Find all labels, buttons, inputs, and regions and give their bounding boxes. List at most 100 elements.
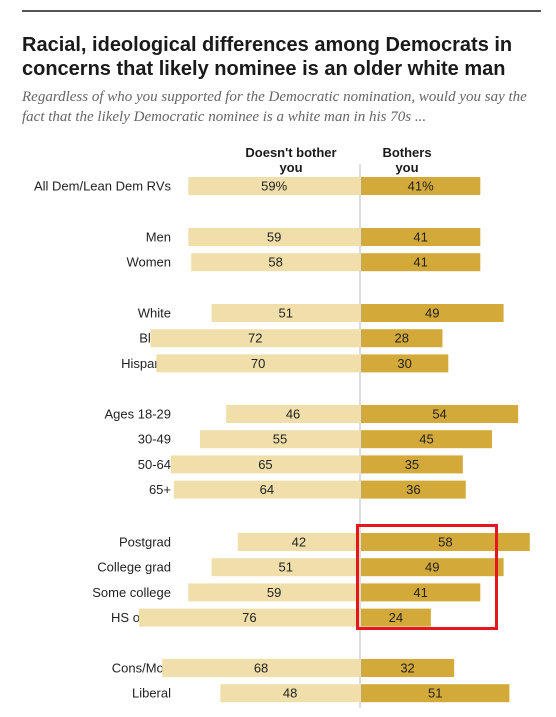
- value-label-bothers: 36: [406, 482, 420, 497]
- bar-bothers: [361, 329, 443, 348]
- category-label: Liberal: [132, 686, 171, 701]
- value-label-bothers: 58: [438, 535, 452, 550]
- bar-doesnt-bother: [170, 455, 360, 474]
- category-label: Cons/Mod: [112, 661, 171, 676]
- bar-bothers: [361, 558, 504, 577]
- bar-bothers: [361, 228, 481, 246]
- value-label-bothers: 35: [405, 457, 419, 472]
- header-bothers-line: Bothers: [382, 145, 431, 160]
- chart-row: 30-49 55 45: [138, 430, 492, 449]
- value-label-bothers: 32: [400, 661, 414, 676]
- chart-row: White 51 49: [138, 304, 504, 322]
- value-label-doesnt-bother: 51: [279, 560, 293, 575]
- chart-row: Liberal 48 51: [132, 684, 510, 703]
- bar-doesnt-bother: [199, 430, 360, 449]
- value-label-doesnt-bother: 70: [251, 356, 265, 371]
- category-label: Some college: [92, 585, 171, 600]
- bar-bothers: [361, 659, 455, 677]
- category-label: Ages 18-29: [105, 407, 172, 422]
- chart-row: Cons/Mod 68 32: [112, 659, 455, 677]
- value-label-bothers: 30: [397, 356, 411, 371]
- chart-row: College grad 51 49: [97, 558, 504, 577]
- value-label-doesnt-bother: 48: [283, 686, 297, 701]
- value-label-bothers: 49: [425, 306, 439, 321]
- chart-row: Postgrad 42 58: [119, 533, 530, 551]
- bar-doesnt-bother: [237, 533, 360, 551]
- bar-doesnt-bother: [173, 480, 360, 499]
- value-label-bothers: 49: [425, 560, 439, 575]
- value-label-bothers: 41: [413, 255, 427, 270]
- bar-bothers: [361, 405, 519, 423]
- value-label-bothers: 51: [428, 686, 442, 701]
- bar-bothers: [361, 304, 504, 322]
- bar-bothers: [361, 430, 492, 449]
- value-label-bothers: 28: [395, 331, 409, 346]
- chart-subtitle: Regardless of who you supported for the …: [22, 89, 527, 125]
- value-label-doesnt-bother: 68: [254, 661, 268, 676]
- value-label-doesnt-bother: 51: [279, 306, 293, 321]
- header-bothers-line: you: [395, 160, 418, 175]
- bar-bothers: [361, 583, 481, 602]
- value-label-doesnt-bother: 58: [268, 255, 282, 270]
- value-label-doesnt-bother: 59: [267, 230, 281, 245]
- bar-doesnt-bother: [211, 558, 360, 577]
- bar-doesnt-bother: [226, 405, 360, 423]
- bar-doesnt-bother: [188, 177, 360, 195]
- chart-row: 65+ 64 36: [149, 480, 466, 499]
- header-doesnt-bother-line: you: [279, 160, 302, 175]
- bar-doesnt-bother: [138, 608, 360, 627]
- chart-row: HS or less7624: [111, 608, 431, 627]
- bar-bothers: [361, 253, 481, 272]
- bar-bothers: [361, 480, 466, 499]
- category-label: Women: [126, 255, 171, 270]
- top-rule: [22, 10, 541, 12]
- chart-row: 50-64 65 35: [138, 455, 463, 474]
- chart-row: Women 58 41: [126, 253, 481, 272]
- category-label: Postgrad: [119, 535, 171, 550]
- chart-row: Ages 18-29 46 54: [105, 405, 519, 423]
- highlight-box: [356, 524, 498, 630]
- category-label: Men: [146, 230, 171, 245]
- value-label-bothers: 54: [432, 407, 446, 422]
- bar-doesnt-bother: [188, 583, 360, 602]
- bar-bothers: [361, 455, 463, 474]
- value-label-doesnt-bother: 59%: [261, 179, 287, 194]
- bar-doesnt-bother: [150, 329, 360, 348]
- bar-doesnt-bother: [191, 253, 360, 272]
- category-label: All Dem/Lean Dem RVs: [34, 179, 172, 194]
- bar-bothers: [361, 354, 449, 373]
- header-doesnt-bother-line: Doesn't bother: [245, 145, 336, 160]
- value-label-doesnt-bother: 59: [267, 585, 281, 600]
- bar-doesnt-bother: [211, 304, 360, 322]
- value-label-doesnt-bother: 64: [260, 482, 274, 497]
- bar-doesnt-bother: [220, 684, 360, 703]
- value-label-bothers: 24: [389, 610, 403, 625]
- value-label-bothers: 41: [413, 230, 427, 245]
- chart-row: Hispanic 70 30: [121, 354, 449, 373]
- bar-bothers: [361, 684, 510, 703]
- category-label: White: [138, 306, 171, 321]
- bar-bothers: [361, 608, 431, 627]
- value-label-bothers: 41%: [408, 179, 434, 194]
- bar-bothers: [361, 177, 481, 195]
- value-label-doesnt-bother: 76: [242, 610, 256, 625]
- bar-doesnt-bother: [162, 659, 360, 677]
- category-label: 50-64: [138, 457, 171, 472]
- value-label-bothers: 45: [419, 432, 433, 447]
- category-label: College grad: [97, 560, 171, 575]
- bar-doesnt-bother: [156, 354, 360, 373]
- bar-doesnt-bother: [188, 228, 360, 246]
- value-label-doesnt-bother: 72: [248, 331, 262, 346]
- bar-bothers: [361, 533, 530, 551]
- chart-row: Black7228: [139, 329, 443, 348]
- value-label-bothers: 41: [413, 585, 427, 600]
- chart-title: Racial, ideological differences among De…: [22, 34, 513, 80]
- chart-rows: All Dem/Lean Dem RVs 59% 41% Men 59 41 Women 58…: [34, 177, 530, 703]
- chart-row: All Dem/Lean Dem RVs 59% 41%: [34, 177, 481, 195]
- value-label-doesnt-bother: 65: [258, 457, 272, 472]
- chart-row: Men 59 41: [146, 228, 481, 246]
- category-label: 30-49: [138, 432, 171, 447]
- value-label-doesnt-bother: 55: [273, 432, 287, 447]
